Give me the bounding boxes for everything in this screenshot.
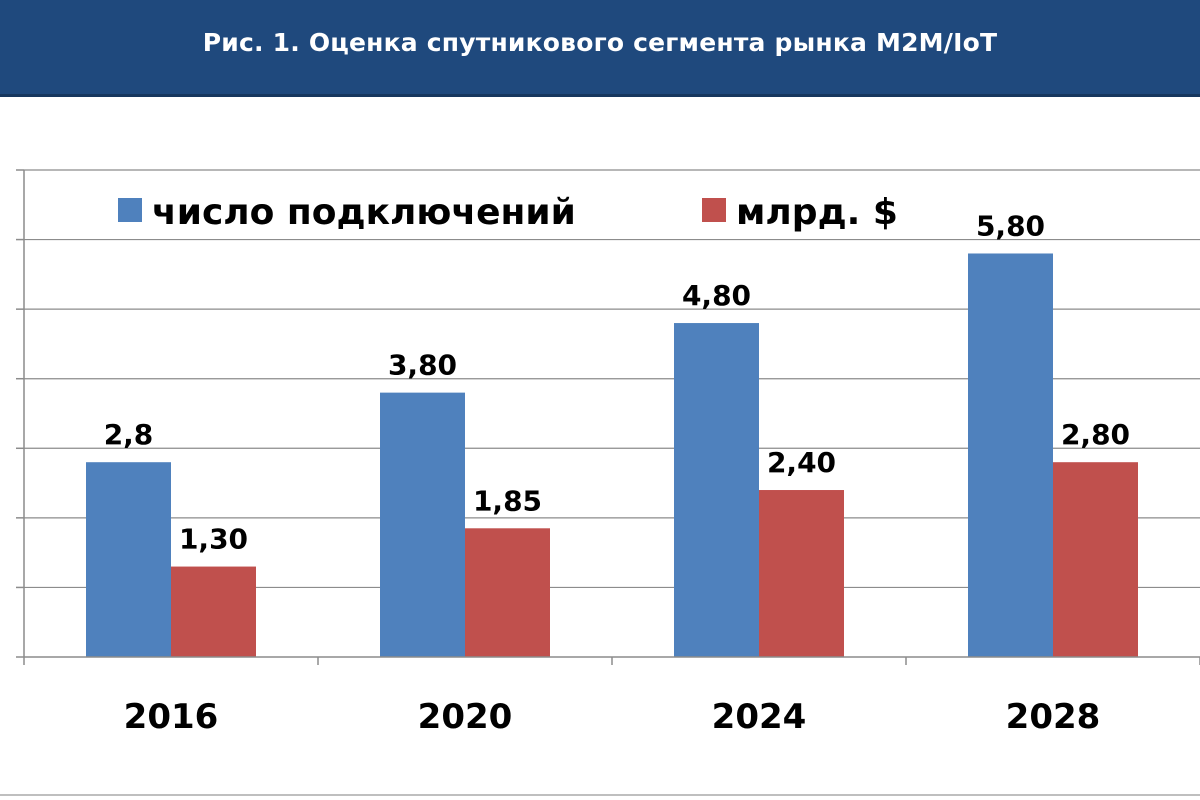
chart-title: Рис. 1. Оценка спутникового сегмента рын… xyxy=(202,27,998,57)
data-label: 5,80 xyxy=(976,209,1045,242)
category-label: 2028 xyxy=(1006,697,1101,737)
chart-header: Рис. 1. Оценка спутникового сегмента рын… xyxy=(0,0,1200,97)
data-labels: 2,8 1,30 2016 3,80 1,85 2020 4,80 2,40 2024 5,80 2… xyxy=(104,209,1130,737)
bars xyxy=(86,253,1138,657)
legend-swatch xyxy=(702,198,726,222)
data-label: 3,80 xyxy=(388,349,457,382)
category-label: 2020 xyxy=(418,697,513,737)
data-label: 2,80 xyxy=(1061,418,1130,451)
axes xyxy=(16,169,1200,665)
bottom-rule xyxy=(0,794,1200,796)
data-label: 2,40 xyxy=(767,446,836,479)
data-label: 4,80 xyxy=(682,279,751,312)
data-label: 1,30 xyxy=(179,523,248,556)
bar xyxy=(465,528,550,657)
bar xyxy=(171,566,256,657)
legend-swatch xyxy=(118,198,142,222)
data-label: 1,85 xyxy=(473,484,542,517)
legend-label: млрд. $ xyxy=(736,192,898,233)
bar xyxy=(1053,462,1138,657)
bar xyxy=(86,462,171,657)
data-label: 2,8 xyxy=(104,418,154,451)
bar xyxy=(380,392,465,657)
bar xyxy=(674,323,759,657)
legend: число подключений млрд. $ xyxy=(118,192,898,233)
bar xyxy=(968,253,1053,657)
legend-label: число подключений xyxy=(152,192,576,233)
category-label: 2024 xyxy=(712,697,807,737)
bar xyxy=(759,490,844,657)
category-label: 2016 xyxy=(124,697,219,737)
